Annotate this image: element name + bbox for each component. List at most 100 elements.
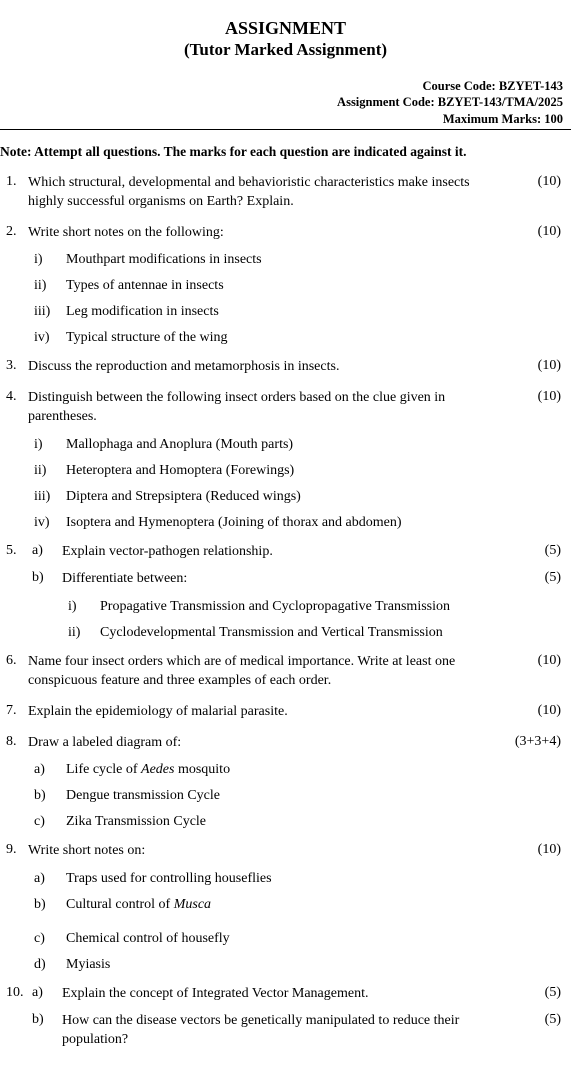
q3-text: Discuss the reproduction and metamorphos… [28, 358, 513, 377]
question-2: 2. Write short notes on the following: (… [0, 224, 571, 243]
question-10b: b) How can the disease vectors be geneti… [0, 1012, 571, 1050]
q4-iii-label: iii) [34, 489, 66, 505]
q1-text: Which structural, developmental and beha… [28, 174, 513, 212]
q1-num: 1. [0, 174, 28, 190]
q5b-ii-text: Cyclodevelopmental Transmission and Vert… [100, 625, 571, 641]
q2-i-label: i) [34, 252, 66, 268]
document-title: ASSIGNMENT (Tutor Marked Assignment) [0, 18, 571, 60]
question-9: 9. Write short notes on: (10) [0, 842, 571, 861]
q8-marks: (3+3+4) [513, 734, 571, 750]
q8-text: Draw a labeled diagram of: [28, 734, 513, 753]
q4-num: 4. [0, 389, 28, 405]
q2-ii: ii) Types of antennae in insects [0, 278, 571, 294]
q9-c-text: Chemical control of housefly [66, 931, 571, 947]
q7-marks: (10) [513, 703, 571, 719]
q9-a-label: a) [34, 871, 66, 887]
q2-ii-text: Types of antennae in insects [66, 278, 571, 294]
q6-text: Name four insect orders which are of med… [28, 653, 513, 691]
q5b-label: b) [28, 570, 62, 586]
q8-c: c) Zika Transmission Cycle [0, 814, 571, 830]
q10a-label: a) [28, 985, 62, 1001]
q3-num: 3. [0, 358, 28, 374]
q5b-ii-label: ii) [68, 625, 100, 641]
divider [0, 129, 571, 130]
q5b-marks: (5) [513, 570, 571, 586]
q6-marks: (10) [513, 653, 571, 669]
question-3: 3. Discuss the reproduction and metamorp… [0, 358, 571, 377]
question-7: 7. Explain the epidemiology of malarial … [0, 703, 571, 722]
q9-num: 9. [0, 842, 28, 858]
q8-a-label: a) [34, 762, 66, 778]
q9-d: d) Myiasis [0, 957, 571, 973]
q9-d-label: d) [34, 957, 66, 973]
q4-iii: iii) Diptera and Strepsiptera (Reduced w… [0, 489, 571, 505]
q2-i-text: Mouthpart modifications in insects [66, 252, 571, 268]
q10b-text: How can the disease vectors be genetical… [62, 1012, 513, 1050]
q9-a-text: Traps used for controlling houseflies [66, 871, 571, 887]
q5a-marks: (5) [513, 543, 571, 559]
q2-iii: iii) Leg modification in insects [0, 304, 571, 320]
q9-a: a) Traps used for controlling houseflies [0, 871, 571, 887]
question-4: 4. Distinguish between the following ins… [0, 389, 571, 427]
q9-d-text: Myiasis [66, 957, 571, 973]
question-8: 8. Draw a labeled diagram of: (3+3+4) [0, 734, 571, 753]
q2-i: i) Mouthpart modifications in insects [0, 252, 571, 268]
q9-marks: (10) [513, 842, 571, 858]
q5b-i-label: i) [68, 599, 100, 615]
q2-iii-text: Leg modification in insects [66, 304, 571, 320]
q8-c-text: Zika Transmission Cycle [66, 814, 571, 830]
q8-a: a) Life cycle of Aedes mosquito [0, 762, 571, 778]
course-code: Course Code: BZYET-143 [0, 78, 563, 94]
question-5b: b) Differentiate between: (5) [0, 570, 571, 589]
q8-a-text: Life cycle of Aedes mosquito [66, 762, 571, 778]
max-marks: Maximum Marks: 100 [0, 111, 563, 127]
question-1: 1. Which structural, developmental and b… [0, 174, 571, 212]
q5a-text: Explain vector-pathogen relationship. [62, 543, 513, 562]
q5b-i-text: Propagative Transmission and Cyclopropag… [100, 599, 571, 615]
meta-block: Course Code: BZYET-143 Assignment Code: … [0, 78, 571, 127]
q2-iv-label: iv) [34, 330, 66, 346]
q2-num: 2. [0, 224, 28, 240]
q4-i-text: Mallophaga and Anoplura (Mouth parts) [66, 437, 571, 453]
q4-marks: (10) [513, 389, 571, 405]
q5a-label: a) [28, 543, 62, 559]
q4-i-label: i) [34, 437, 66, 453]
q8-b: b) Dengue transmission Cycle [0, 788, 571, 804]
q5b-i: i) Propagative Transmission and Cyclopro… [0, 599, 571, 615]
q4-ii: ii) Heteroptera and Homoptera (Forewings… [0, 463, 571, 479]
q8-b-label: b) [34, 788, 66, 804]
q4-ii-text: Heteroptera and Homoptera (Forewings) [66, 463, 571, 479]
q2-text: Write short notes on the following: [28, 224, 513, 243]
q2-iv-text: Typical structure of the wing [66, 330, 571, 346]
q2-iii-label: iii) [34, 304, 66, 320]
q8-c-label: c) [34, 814, 66, 830]
title-sub: (Tutor Marked Assignment) [0, 40, 571, 60]
q2-marks: (10) [513, 224, 571, 240]
q5b-ii: ii) Cyclodevelopmental Transmission and … [0, 625, 571, 641]
q9-c: c) Chemical control of housefly [0, 931, 571, 947]
assignment-code: Assignment Code: BZYET-143/TMA/2025 [0, 94, 563, 110]
q5b-text: Differentiate between: [62, 570, 513, 589]
q9-b-label: b) [34, 897, 66, 913]
q5-num: 5. [0, 543, 28, 559]
question-5a: 5. a) Explain vector-pathogen relationsh… [0, 543, 571, 562]
q10a-marks: (5) [513, 985, 571, 1001]
title-main: ASSIGNMENT [0, 18, 571, 39]
q1-marks: (10) [513, 174, 571, 190]
q2-ii-label: ii) [34, 278, 66, 294]
q10b-label: b) [28, 1012, 62, 1028]
q4-iii-text: Diptera and Strepsiptera (Reduced wings) [66, 489, 571, 505]
q4-text: Distinguish between the following insect… [28, 389, 513, 427]
q2-iv: iv) Typical structure of the wing [0, 330, 571, 346]
q4-ii-label: ii) [34, 463, 66, 479]
q8-num: 8. [0, 734, 28, 750]
question-10a: 10. a) Explain the concept of Integrated… [0, 985, 571, 1004]
q9-text: Write short notes on: [28, 842, 513, 861]
q10a-text: Explain the concept of Integrated Vector… [62, 985, 513, 1004]
q4-iv: iv) Isoptera and Hymenoptera (Joining of… [0, 515, 571, 531]
q9-c-label: c) [34, 931, 66, 947]
instruction-note: Note: Attempt all questions. The marks f… [0, 144, 571, 160]
q3-marks: (10) [513, 358, 571, 374]
q6-num: 6. [0, 653, 28, 669]
q10-num: 10. [0, 985, 28, 1001]
